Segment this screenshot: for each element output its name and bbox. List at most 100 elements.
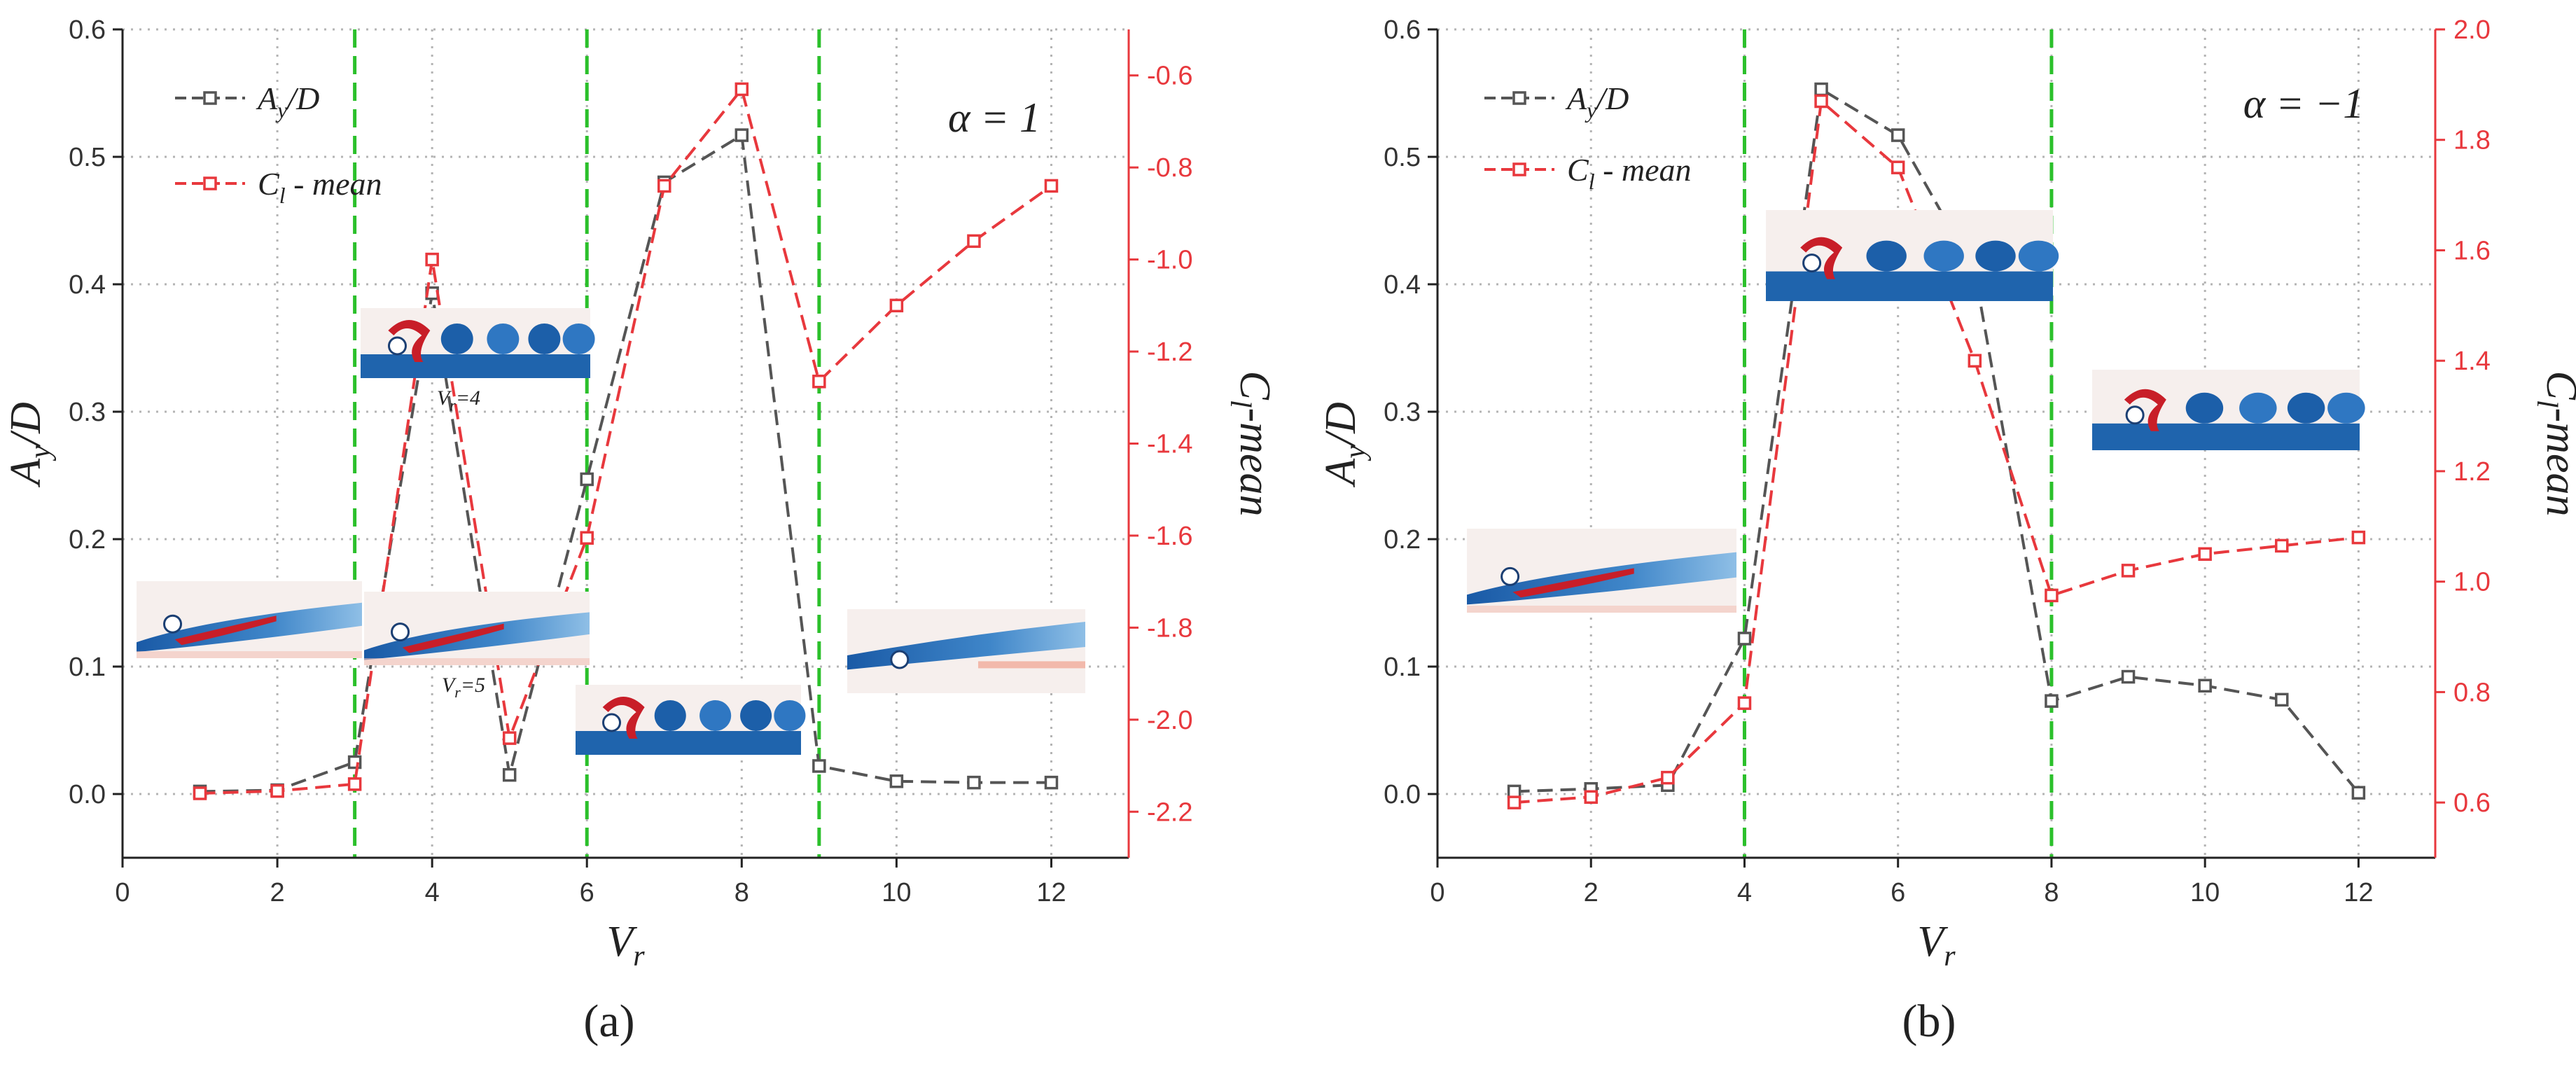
y-right-tick-label: 1.6 (2453, 236, 2491, 265)
x-tick-label: 12 (2344, 878, 2373, 907)
data-point-cl-mean (1584, 790, 1598, 804)
inset-caption: Vr=4 (437, 387, 480, 414)
legend-label: Ay/D (1565, 81, 1629, 123)
legend-label-sub: y (275, 97, 288, 123)
y-right-axis-title: Cl-mean (1224, 371, 1279, 517)
y-left-tick-label: 0.0 (69, 780, 106, 809)
data-point-ay-d (812, 759, 826, 773)
vortex (528, 323, 561, 354)
flow-field-inset (1766, 210, 2059, 301)
data-point-cl-mean (1814, 94, 1828, 109)
y-right-tick-label: -2.2 (1147, 798, 1192, 827)
y-right-tick-label: -0.8 (1147, 153, 1192, 183)
legend-label: Cl - mean (1567, 152, 1692, 194)
y-right-tick-label: -1.4 (1147, 430, 1192, 459)
legend-label-sub: y (1585, 97, 1597, 123)
y-left-tick-label: 0.5 (1384, 143, 1421, 172)
legend-label-main: C (1567, 152, 1589, 188)
inset-caption-sub: r (454, 683, 461, 701)
data-point-ay-d (1737, 632, 1752, 646)
x-axis-title-sub: r (1944, 940, 1956, 973)
legend-label-sub: l (279, 183, 286, 208)
cylinder-icon (1501, 566, 1520, 586)
x-axis-title: Vr (606, 918, 645, 973)
y-right-tick-label: -2.0 (1147, 706, 1192, 735)
data-point-cl-mean (2198, 547, 2212, 561)
series-line-ay-d (1514, 87, 2360, 794)
data-point-cl-mean (425, 252, 439, 267)
legend-label-sub: l (1589, 169, 1595, 194)
vortex (2185, 392, 2224, 424)
data-point-ay-d (1814, 82, 1828, 97)
y-left-title-main: A (1317, 458, 1365, 488)
cylinder-icon (1802, 253, 1822, 273)
vortex-sheet (1800, 237, 1843, 279)
panel-label: (b) (1902, 996, 1956, 1047)
y-right-tick-label: 2.0 (2453, 15, 2491, 45)
inset-caption-sub: r (450, 396, 456, 414)
y-left-tick-label: 0.0 (1384, 780, 1421, 809)
vortex-sheet (602, 697, 645, 739)
legend-label-main: C (258, 166, 280, 202)
legend-marker (203, 91, 217, 105)
wall-layer (576, 731, 801, 755)
y-right-tick-label: 1.2 (2453, 457, 2491, 487)
y-left-tick-label: 0.1 (1384, 653, 1421, 682)
vortex (1975, 240, 2016, 272)
legend-marker (203, 176, 217, 190)
y-right-tick-label: 1.4 (2453, 347, 2491, 376)
data-point-cl-mean (193, 786, 207, 800)
y-right-title-main: C (2537, 371, 2576, 401)
data-point-ay-d (580, 472, 594, 487)
inset-caption-main: V (442, 674, 457, 697)
flow-field-inset (364, 592, 590, 665)
y-left-title-tail: /D (2, 402, 50, 447)
vortex-sheet (2124, 389, 2166, 431)
data-point-cl-mean (967, 234, 981, 249)
data-point-cl-mean (1737, 696, 1752, 710)
flow-field-inset (137, 581, 362, 658)
y-left-tick-label: 0.2 (69, 525, 106, 555)
data-point-cl-mean (347, 777, 362, 791)
legend-label-tail: - mean (1595, 152, 1692, 188)
data-point-ay-d (2121, 669, 2136, 684)
x-axis-title: Vr (1917, 918, 1956, 973)
x-tick-label: 0 (115, 878, 130, 907)
data-point-cl-mean (734, 82, 749, 97)
cylinder-icon (890, 650, 910, 669)
y-left-tick-label: 0.4 (69, 270, 106, 300)
y-left-title-tail: /D (1317, 402, 1365, 447)
y-left-tick-label: 0.5 (69, 143, 106, 172)
series-line-ay-d (200, 132, 1052, 793)
legend-marker (1512, 91, 1526, 105)
data-point-ay-d (1891, 128, 1905, 142)
vortex-sheet (402, 623, 504, 653)
y-right-tick-label: -1.8 (1147, 613, 1192, 643)
y-right-tick-label: -1.0 (1147, 246, 1192, 275)
data-point-ay-d (734, 128, 749, 142)
legend-label-tail: /D (285, 81, 319, 116)
legend-item-ay-d: Ay/D (1484, 81, 1629, 123)
vortex (740, 700, 772, 731)
data-point-cl-mean (1968, 354, 1982, 368)
data-point-cl-mean (889, 298, 904, 313)
legend: Ay/D Cl - mean (175, 81, 382, 208)
series-line-cl-mean (1514, 98, 2359, 805)
legend-item-cl-mean: Cl - mean (175, 166, 382, 208)
flow-field-inset (576, 685, 806, 755)
legend-label-main: A (256, 81, 278, 116)
data-point-cl-mean (2351, 530, 2366, 545)
x-tick-label: 4 (425, 878, 440, 907)
wall-layer (2092, 423, 2360, 450)
inset-caption-tail: =4 (456, 387, 480, 410)
alpha-annotation: α = −1 (2243, 81, 2364, 127)
x-tick-label: 6 (580, 878, 594, 907)
vortex (774, 700, 806, 731)
data-point-cl-mean (812, 375, 826, 389)
y-right-title-sub: l (2530, 400, 2563, 408)
x-tick-label: 0 (1430, 878, 1444, 907)
legend-label: Cl - mean (258, 166, 382, 208)
data-point-ay-d (2275, 692, 2289, 707)
y-right-tick-label: -1.6 (1147, 522, 1192, 551)
vortex-sheet (174, 615, 277, 646)
